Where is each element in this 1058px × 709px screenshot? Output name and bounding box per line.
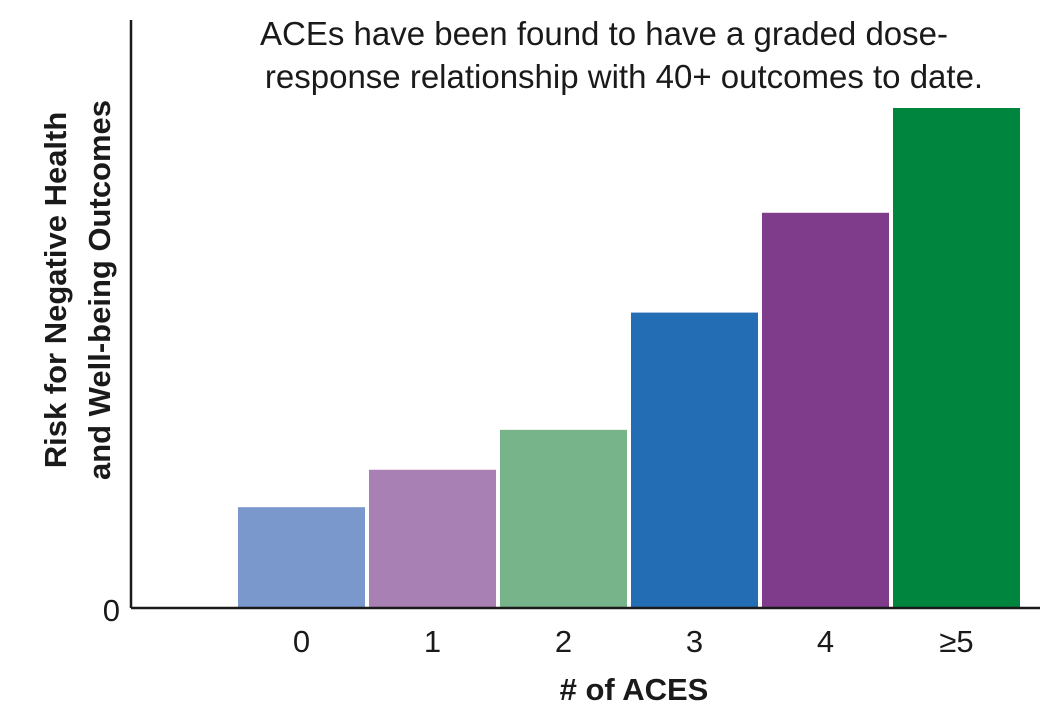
chart-title-line-2: response relationship with 40+ outcomes … bbox=[265, 58, 983, 95]
x-tick-labels: 0 1 2 3 4 ≥5 bbox=[293, 624, 974, 659]
x-tick-label-4: 4 bbox=[817, 624, 834, 659]
x-tick-label-5: ≥5 bbox=[939, 624, 973, 659]
chart-title-line-1: ACEs have been found to have a graded do… bbox=[260, 15, 948, 52]
bar-3 bbox=[631, 312, 758, 607]
bar-5 bbox=[893, 108, 1020, 607]
bar-2 bbox=[500, 429, 627, 607]
y-origin-label: 0 bbox=[103, 593, 120, 628]
bar-1 bbox=[369, 469, 496, 607]
x-tick-label-1: 1 bbox=[424, 624, 441, 659]
bar-series bbox=[238, 108, 1020, 608]
x-axis-label: # of ACES bbox=[560, 672, 709, 707]
bar-0 bbox=[238, 507, 365, 607]
y-axis-label-line-2: and Well-being Outcomes bbox=[82, 100, 117, 480]
x-tick-label-2: 2 bbox=[555, 624, 572, 659]
y-axis-label-line-1: Risk for Negative Health bbox=[38, 112, 73, 469]
x-tick-label-3: 3 bbox=[686, 624, 703, 659]
bar-4 bbox=[762, 212, 889, 608]
x-tick-label-0: 0 bbox=[293, 624, 310, 659]
